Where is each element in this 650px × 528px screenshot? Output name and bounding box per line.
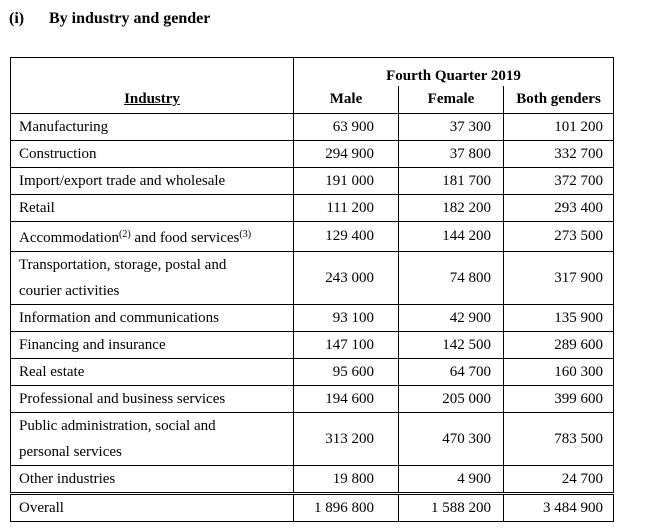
table-row: Professional and business services 194 6…: [10, 385, 614, 413]
female-cell: 470 300: [398, 412, 504, 466]
female-cell: 37 800: [398, 140, 504, 168]
male-cell: 294 900: [293, 140, 399, 168]
male-header: Male: [293, 86, 399, 114]
female-cell: 182 200: [398, 194, 504, 222]
male-cell: 191 000: [293, 167, 399, 195]
industry-cell: Real estate: [10, 358, 294, 386]
industry-text-line-2: courier activities: [19, 283, 120, 299]
period-header: Fourth Quarter 2019: [386, 68, 521, 84]
both-cell: 273 500: [503, 221, 614, 252]
section-number: (i): [9, 10, 25, 27]
industry-cell: Financing and insurance: [10, 331, 294, 359]
both-cell: 24 700: [503, 465, 614, 494]
female-cell: 4 900: [398, 465, 504, 494]
both-cell: 783 500: [503, 412, 614, 466]
both-cell: 135 900: [503, 304, 614, 332]
industry-cell: Transportation, storage, postal and cour…: [10, 251, 294, 305]
industry-cell: Public administration, social and person…: [10, 412, 294, 466]
industry-cell: Other industries: [10, 465, 294, 494]
table-row: Construction 294 900 37 800 332 700: [10, 140, 614, 168]
industry-cell: Retail: [10, 194, 294, 222]
total-row: Overall 1 896 800 1 588 200 3 484 900: [10, 492, 614, 522]
male-cell: 313 200: [293, 412, 399, 466]
female-cell: 42 900: [398, 304, 504, 332]
table-row: Transportation, storage, postal and cour…: [10, 251, 614, 305]
section-heading: (i) By industry and gender: [9, 10, 210, 28]
both-cell: 332 700: [503, 140, 614, 168]
both-header: Both genders: [516, 91, 601, 107]
male-cell: 19 800: [293, 465, 399, 494]
industry-text-line-1: Public administration, social and: [19, 418, 216, 434]
table-row: Import/export trade and wholesale 191 00…: [10, 167, 614, 195]
male-cell: 63 900: [293, 113, 399, 141]
female-cell: 37 300: [398, 113, 504, 141]
section-title: By industry and gender: [49, 10, 211, 27]
table-row: Information and communications 93 100 42…: [10, 304, 614, 332]
total-female-cell: 1 588 200: [398, 492, 504, 522]
industry-cell: Construction: [10, 140, 294, 168]
male-cell: 111 200: [293, 194, 399, 222]
table-row: Public administration, social and person…: [10, 412, 614, 466]
footnote-marker: (3): [239, 229, 252, 240]
table-row: Manufacturing 63 900 37 300 101 200: [10, 113, 614, 141]
female-cell: 64 700: [398, 358, 504, 386]
female-cell: 74 800: [398, 251, 504, 305]
industry-cell: Information and communications: [10, 304, 294, 332]
male-cell: 129 400: [293, 221, 399, 252]
industry-cell: Import/export trade and wholesale: [10, 167, 294, 195]
both-cell: 372 700: [503, 167, 614, 195]
industry-header: Industry: [10, 86, 294, 114]
both-cell: 160 300: [503, 358, 614, 386]
industry-cell: Professional and business services: [10, 385, 294, 413]
industry-text-line-1: Transportation, storage, postal and: [19, 257, 227, 273]
industry-cell: Accommodation(2) and food services(3): [10, 221, 294, 252]
table-row: Accommodation(2) and food services(3) 12…: [10, 221, 614, 252]
male-cell: 243 000: [293, 251, 399, 305]
industry-cell: Manufacturing: [10, 113, 294, 141]
both-cell: 289 600: [503, 331, 614, 359]
both-cell: 293 400: [503, 194, 614, 222]
total-male-cell: 1 896 800: [293, 492, 399, 522]
female-cell: 142 500: [398, 331, 504, 359]
female-header: Female: [398, 86, 504, 114]
table-row: Financing and insurance 147 100 142 500 …: [10, 331, 614, 359]
table-row: Real estate 95 600 64 700 160 300: [10, 358, 614, 386]
male-cell: 194 600: [293, 385, 399, 413]
both-cell: 101 200: [503, 113, 614, 141]
female-cell: 144 200: [398, 221, 504, 252]
industry-text: and food services: [130, 230, 240, 246]
table-row: Retail 111 200 182 200 293 400: [10, 194, 614, 222]
footnote-marker: (2): [118, 229, 131, 240]
header-blank-cell: [10, 57, 294, 86]
industry-text-line-2: personal services: [19, 444, 122, 460]
male-cell: 147 100: [293, 331, 399, 359]
male-cell: 93 100: [293, 304, 399, 332]
industry-text: Accommodation: [19, 230, 119, 246]
total-label-cell: Overall: [10, 492, 294, 522]
employment-table: Fourth Quarter 2019 Industry Male Female…: [10, 57, 614, 522]
total-both-cell: 3 484 900: [503, 492, 614, 522]
male-cell: 95 600: [293, 358, 399, 386]
both-cell: 399 600: [503, 385, 614, 413]
female-cell: 181 700: [398, 167, 504, 195]
both-cell: 317 900: [503, 251, 614, 305]
table-row: Other industries 19 800 4 900 24 700: [10, 465, 614, 494]
female-cell: 205 000: [398, 385, 504, 413]
